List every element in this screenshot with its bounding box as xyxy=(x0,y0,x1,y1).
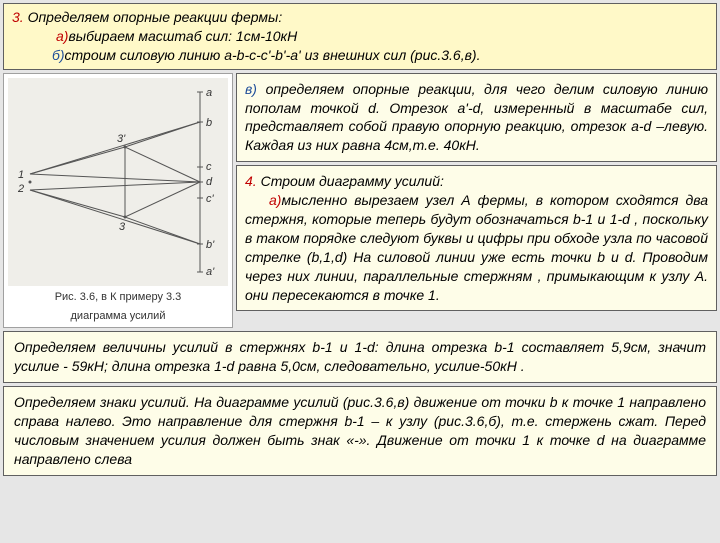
signs-box: Определяем знаки усилий. На диаграмме ус… xyxy=(3,386,717,476)
step-3-number: 3. xyxy=(12,9,24,25)
lbl-d: d xyxy=(206,176,213,188)
step-3-box: 3. Определяем опорные реакции фермы: a)в… xyxy=(3,3,717,70)
figure-caption-1: Рис. 3.6, в К примеру 3.3 xyxy=(8,290,228,305)
step-3-text: Определяем опорные реакции фермы: xyxy=(28,9,283,25)
lbl-a: a xyxy=(206,87,212,99)
step4-a-text: мысленно вырезаем узел А фермы, в которо… xyxy=(245,192,708,302)
sub-a-text: выбираем масштаб сил: 1см-10кН xyxy=(68,28,297,44)
lbl-c: c xyxy=(206,161,212,173)
lbl-cp: c' xyxy=(206,193,215,205)
step-4-text: Строим диаграмму усилий: xyxy=(257,173,444,189)
signs-text: Определяем знаки усилий. На диаграмме ус… xyxy=(14,394,706,467)
lbl-3p: 3' xyxy=(117,133,126,145)
middle-row: a b c d c' b' a' xyxy=(3,73,717,329)
figure-caption-2: диаграмма усилий xyxy=(8,309,228,324)
figure-panel: a b c d c' b' a' xyxy=(3,73,233,329)
sub-b-mark: б) xyxy=(52,47,65,63)
lbl-2: 2 xyxy=(17,183,24,195)
sub-a-mark: a) xyxy=(56,28,68,44)
figure-svg-wrap: a b c d c' b' a' xyxy=(8,78,228,286)
sub-b-text: строим силовую линию a-b-c-c'-b'-a' из в… xyxy=(65,47,481,63)
sub-v-text: определяем опорные реакции, для чего дел… xyxy=(245,81,708,154)
lbl-bp: b' xyxy=(206,239,215,251)
values-text: Определяем величины усилий в стержнях b-… xyxy=(14,339,706,374)
step4-a-mark: а) xyxy=(269,192,281,208)
step-4-number: 4. xyxy=(245,173,257,189)
text-box-step4: 4. Строим диаграмму усилий: а)мысленно в… xyxy=(236,165,717,311)
lbl-ap: a' xyxy=(206,266,215,278)
lbl-3: 3 xyxy=(119,221,126,233)
step-3-title: 3. Определяем опорные реакции фермы: xyxy=(12,8,708,27)
sub-v-mark: в) xyxy=(245,81,257,97)
step-3-line-b: б)строим силовую линию a-b-c-c'-b'-a' из… xyxy=(12,46,708,65)
lbl-b: b xyxy=(206,117,212,129)
lbl-1: 1 xyxy=(18,169,24,181)
values-box: Определяем величины усилий в стержнях b-… xyxy=(3,331,717,383)
right-text-stack: в) определяем опорные реакции, для чего … xyxy=(236,73,717,329)
force-diagram-svg: a b c d c' b' a' xyxy=(10,82,228,282)
text-box-v: в) определяем опорные реакции, для чего … xyxy=(236,73,717,163)
step-3-line-a: a)выбираем масштаб сил: 1см-10кН xyxy=(12,27,708,46)
